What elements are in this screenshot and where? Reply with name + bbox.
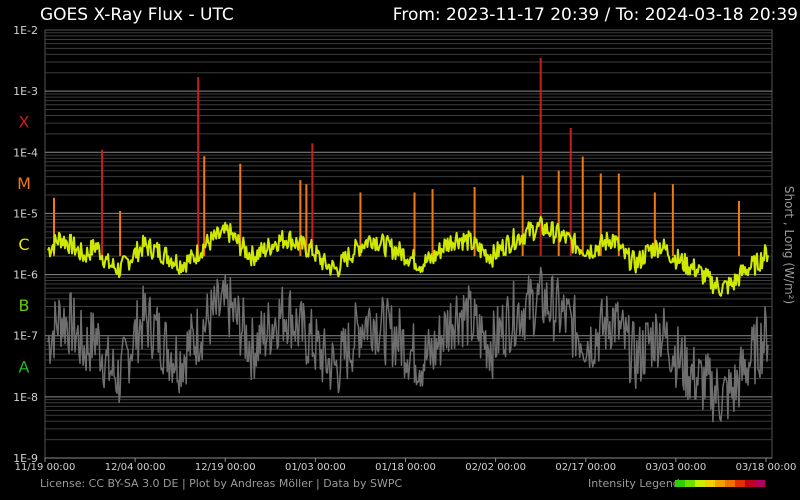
- y-tick-label: 1E-2: [13, 24, 38, 37]
- y-tick-label: 1E-6: [13, 269, 38, 282]
- intensity-legend-label: Intensity Legend: [588, 477, 680, 490]
- legend-swatch: [735, 480, 745, 487]
- y-tick-label: 1E-3: [13, 85, 38, 98]
- legend-swatch: [705, 480, 715, 487]
- legend-swatch: [755, 480, 765, 487]
- x-tick-label: 12/04 00:00: [105, 462, 166, 473]
- x-tick-label: 12/19 00:00: [195, 462, 256, 473]
- time-range-label: From: 2023-11-17 20:39 / To: 2024-03-18 …: [392, 5, 798, 25]
- x-tick-labels: 11/19 00:00 12/04 00:00 12/19 00:00 01/03 0…: [15, 458, 797, 473]
- flare-class-b: B: [19, 296, 30, 315]
- legend-swatch: [725, 480, 735, 487]
- flare-class-a: A: [19, 357, 30, 376]
- legend-swatch: [745, 480, 755, 487]
- chart-title: GOES X-Ray Flux - UTC: [40, 5, 234, 25]
- long-series-layer: [47, 216, 769, 297]
- plot-area: [44, 29, 773, 459]
- x-tick-label: 01/03 00:00: [285, 462, 346, 473]
- y-tick-label: 1E-8: [13, 391, 38, 404]
- credits-text: License: CC BY-SA 3.0 DE | Plot by Andre…: [40, 477, 403, 490]
- flare-class-c: C: [18, 235, 29, 254]
- y-tick-labels: 1E-2 1E-3 1E-4 1E-5 1E-6 1E-7 1E-8 1E-9: [13, 24, 38, 465]
- short-series-layer: [47, 266, 769, 423]
- y-axis-label: Short , Long (W/m²): [782, 186, 796, 304]
- x-tick-label: 02/02 00:00: [465, 462, 526, 473]
- series-long-line: [47, 216, 769, 297]
- x-tick-label: 03/03 00:00: [645, 462, 706, 473]
- y-tick-label: 1E-4: [13, 146, 38, 159]
- flare-class-x: X: [19, 113, 30, 132]
- legend-swatch: [685, 480, 695, 487]
- flare-class-m: M: [17, 174, 31, 193]
- y-tick-label: 1E-7: [13, 330, 38, 343]
- intensity-legend: [675, 480, 765, 487]
- x-tick-label: 11/19 00:00: [15, 462, 76, 473]
- legend-swatch: [675, 480, 685, 487]
- legend-swatch: [715, 480, 725, 487]
- x-tick-label: 01/18 00:00: [375, 462, 436, 473]
- y-tick-label: 1E-9: [13, 452, 38, 465]
- series-short-line: [47, 266, 769, 423]
- flare-class-labels: X M C B A: [17, 113, 31, 377]
- legend-swatch: [695, 480, 705, 487]
- x-tick-label: 02/17 00:00: [555, 462, 616, 473]
- y-tick-label: 1E-5: [13, 207, 38, 220]
- x-tick-label: 03/18 00:00: [736, 462, 797, 473]
